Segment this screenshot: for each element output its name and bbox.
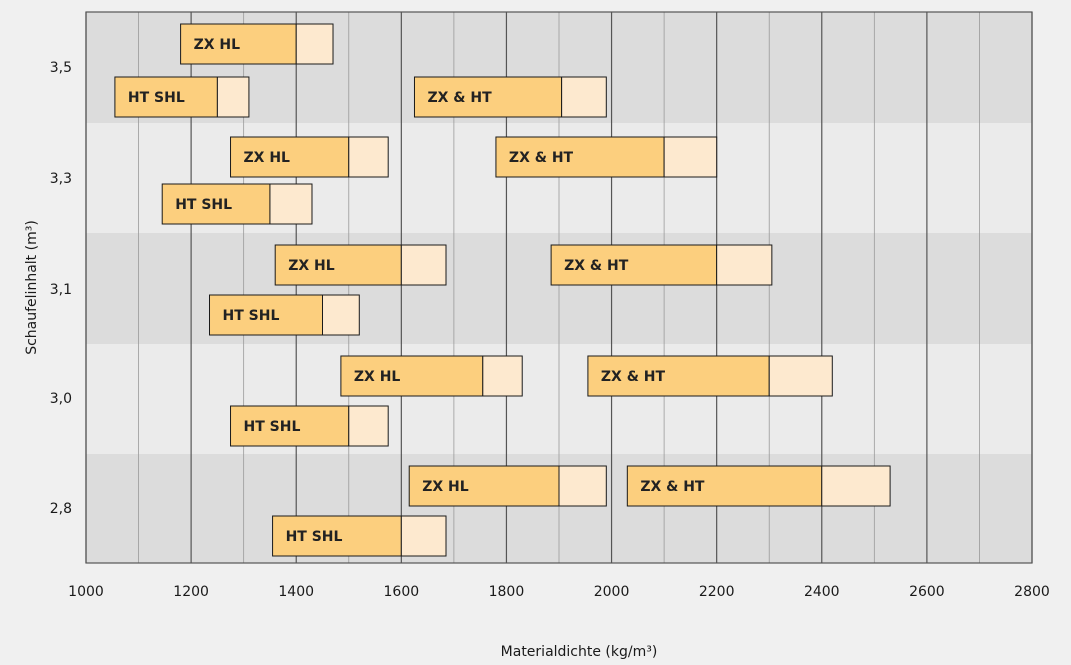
bar-label: ZX & HT: [564, 258, 629, 274]
bar-main-segment: [161, 183, 271, 225]
bar-extension-segment: [322, 294, 360, 336]
x-tick-label: 2600: [909, 584, 945, 600]
bar-label: ZX & HT: [640, 479, 705, 495]
x-tick-label: 2400: [804, 584, 840, 600]
range-bar: HT SHL: [114, 76, 250, 118]
y-tick-labels: 2,8 3,0 3,1 3,3 3,5: [50, 60, 72, 517]
bar-extension-segment: [269, 183, 313, 225]
bar-main-segment: [413, 76, 563, 118]
bar-main-segment: [550, 244, 718, 286]
x-tick-label: 1600: [384, 584, 420, 600]
bar-label: ZX & HT: [509, 150, 574, 166]
bar-main-segment: [209, 294, 323, 336]
bar-extension-segment: [558, 465, 607, 507]
bar-label: ZX & HT: [601, 369, 666, 385]
bar-label: HT SHL: [244, 419, 301, 435]
bar-label: HT SHL: [128, 90, 185, 106]
range-bar: ZX & HT: [495, 136, 718, 178]
x-axis-title: Materialdichte (kg/m³): [501, 644, 658, 660]
bar-label: ZX HL: [244, 150, 291, 166]
range-bar: ZX & HT: [626, 465, 891, 507]
bar-extension-segment: [400, 515, 447, 557]
bar-main-segment: [408, 465, 560, 507]
range-bar: HT SHL: [161, 183, 313, 225]
bar-main-segment: [587, 355, 770, 397]
bar-extension-segment: [216, 76, 250, 118]
range-bar: HT SHL: [230, 405, 389, 447]
bar-label: HT SHL: [286, 529, 343, 545]
bar-extension-segment: [716, 244, 773, 286]
y-axis-title: Schaufelinhalt (m³): [24, 220, 40, 355]
bar-label: ZX HL: [354, 369, 401, 385]
bar-main-segment: [274, 244, 402, 286]
range-bar: ZX & HT: [413, 76, 607, 118]
bar-extension-segment: [663, 136, 718, 178]
bar-label: ZX HL: [288, 258, 335, 274]
bar-label: ZX & HT: [427, 90, 492, 106]
range-bar: ZX & HT: [587, 355, 833, 397]
range-bar: ZX & HT: [550, 244, 773, 286]
bars: ZX HL HT SHL ZX & HT ZX HL HT SHL ZX & HT ZX H…: [114, 23, 891, 557]
bar-main-segment: [272, 515, 402, 557]
bar-label: HT SHL: [175, 197, 232, 213]
x-tick-label: 1800: [489, 584, 525, 600]
y-tick-label: 3,0: [50, 391, 72, 407]
y-tick-label: 3,5: [50, 60, 72, 76]
range-bar: ZX HL: [408, 465, 607, 507]
bar-label: ZX HL: [422, 479, 469, 495]
x-tick-label: 1400: [278, 584, 314, 600]
x-tick-label: 2200: [699, 584, 735, 600]
bar-extension-segment: [768, 355, 833, 397]
bar-extension-segment: [348, 136, 389, 178]
bar-extension-segment: [561, 76, 607, 118]
range-bar: HT SHL: [272, 515, 447, 557]
bar-main-segment: [180, 23, 297, 65]
y-tick-label: 3,1: [50, 282, 72, 298]
x-tick-label: 2800: [1014, 584, 1050, 600]
range-bar: HT SHL: [209, 294, 360, 336]
range-bar: ZX HL: [180, 23, 334, 65]
bar-extension-segment: [482, 355, 523, 397]
bar-main-segment: [230, 136, 350, 178]
range-bar: ZX HL: [274, 244, 447, 286]
bar-label: ZX HL: [194, 37, 241, 53]
bar-main-segment: [340, 355, 484, 397]
bar-label: HT SHL: [223, 308, 280, 324]
x-tick-label: 2000: [594, 584, 630, 600]
y-tick-label: 2,8: [50, 501, 72, 517]
plot-frame: [85, 11, 1033, 564]
bar-main-segment: [230, 405, 350, 447]
range-bar: ZX HL: [340, 355, 523, 397]
x-tick-label: 1200: [173, 584, 209, 600]
bar-extension-segment: [348, 405, 389, 447]
y-tick-label: 3,3: [50, 171, 72, 187]
x-tick-labels: 1000 1200 1400 1600 1800 2000 2200 2400 2600 2800: [68, 584, 1050, 600]
bar-extension-segment: [400, 244, 447, 286]
x-tick-label: 1000: [68, 584, 104, 600]
bar-extension-segment: [295, 23, 334, 65]
range-bar: ZX HL: [230, 136, 389, 178]
bar-extension-segment: [821, 465, 891, 507]
